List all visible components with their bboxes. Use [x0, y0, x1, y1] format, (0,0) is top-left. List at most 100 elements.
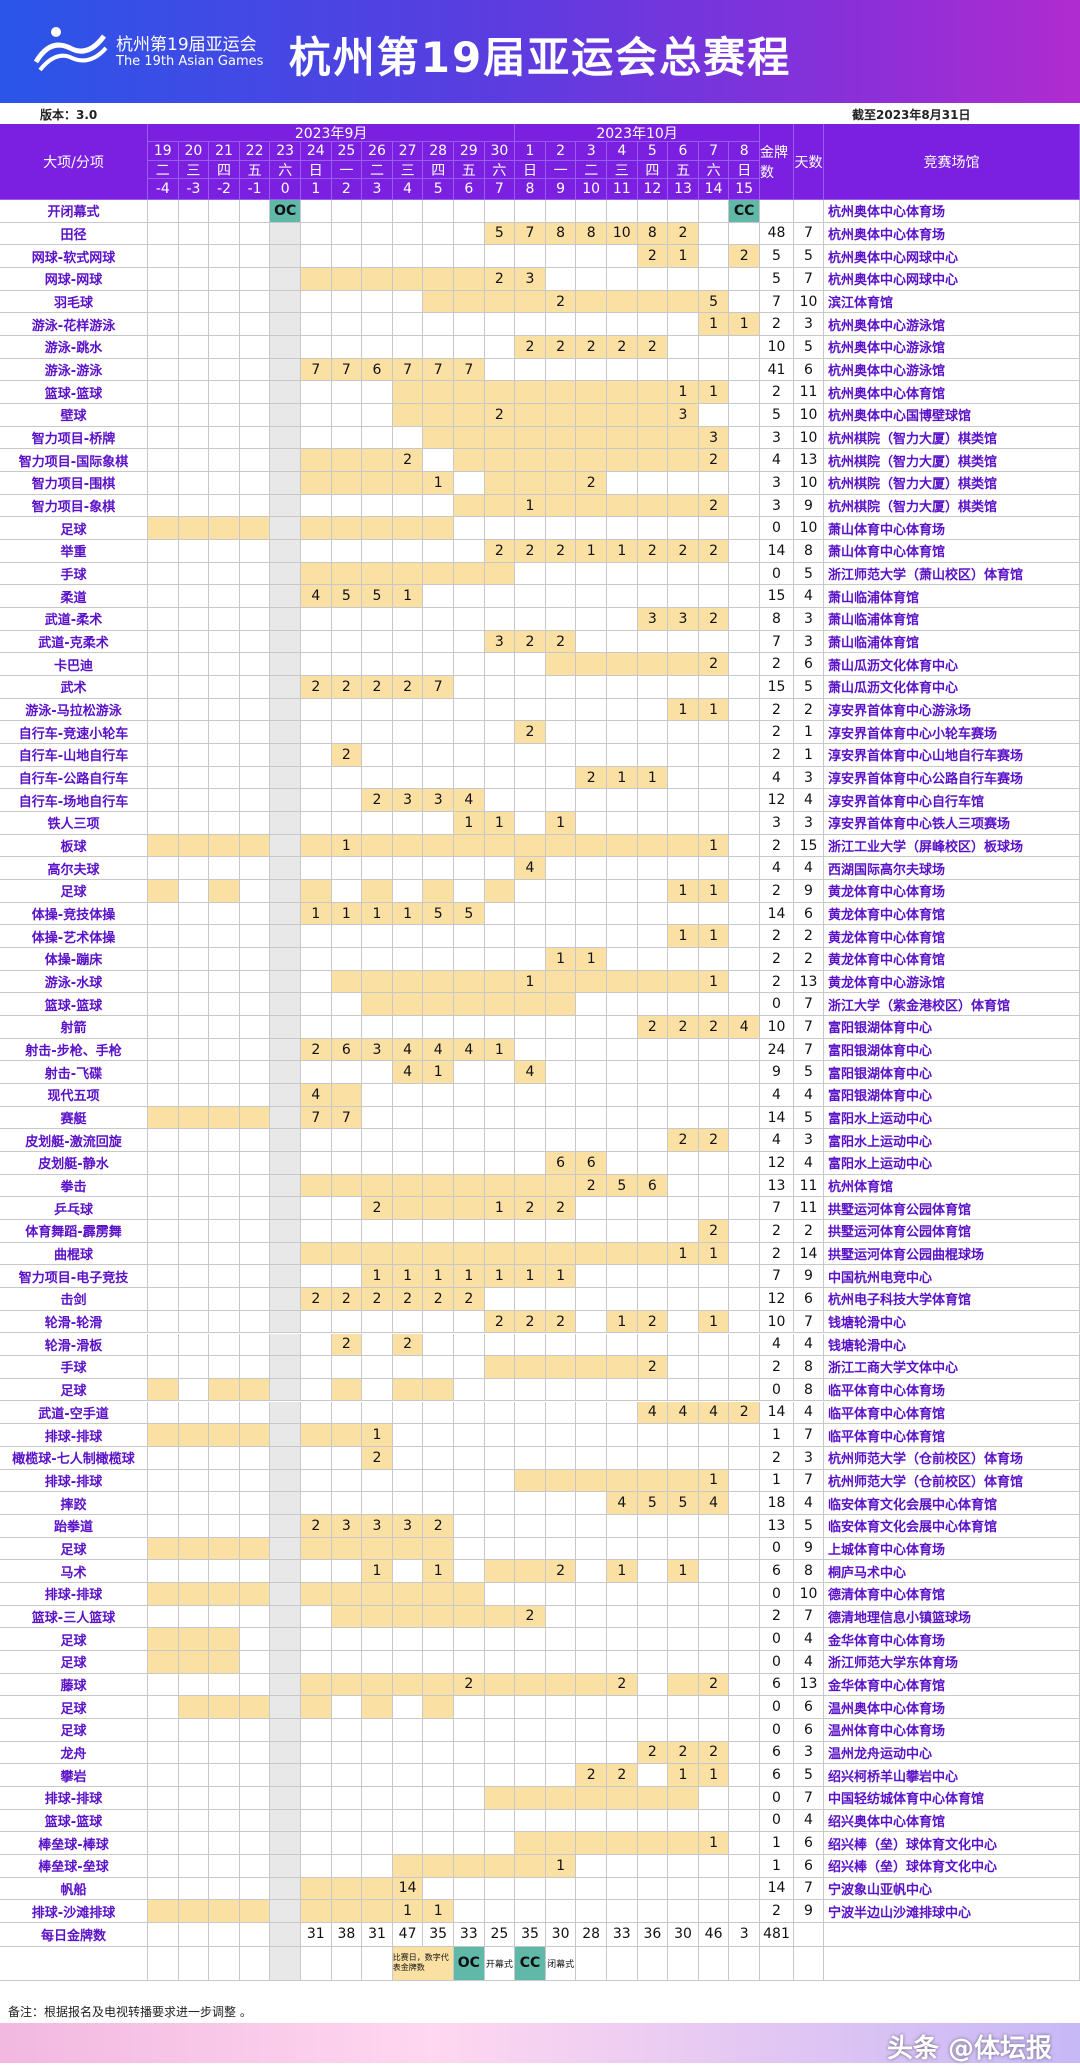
- schedule-cell: [637, 1378, 669, 1402]
- schedule-cell: [454, 381, 485, 405]
- schedule-cell: [607, 1628, 638, 1651]
- logo-chinese-text: 杭州第19届亚运会: [116, 35, 257, 55]
- schedule-cell: [668, 789, 699, 813]
- schedule-cell: [698, 1854, 730, 1878]
- schedule-cell: [637, 1265, 669, 1289]
- schedule-cell: [362, 1764, 393, 1787]
- schedule-cell: [698, 1061, 730, 1085]
- schedule-cell: [239, 1424, 271, 1447]
- schedule-cell: [148, 948, 179, 971]
- schedule-cell: [484, 494, 516, 518]
- schedule-cell: [545, 1424, 577, 1447]
- schedule-cell: [392, 562, 424, 586]
- sport-label: 手球: [0, 1356, 148, 1379]
- schedule-cell: [178, 1492, 210, 1515]
- schedule-cell: [423, 1310, 454, 1334]
- header-daynum: 8: [515, 179, 546, 200]
- schedule-cell: [362, 630, 393, 654]
- schedule-cell: [209, 585, 240, 609]
- medal-total: 4: [760, 449, 794, 473]
- medal-count-cell: 1: [698, 1764, 730, 1787]
- schedule-cell: [148, 653, 179, 677]
- medal-count-cell: 7: [331, 358, 363, 382]
- schedule-cell: [209, 1401, 240, 1425]
- schedule-cell: [392, 653, 424, 677]
- schedule-cell: [423, 200, 454, 223]
- medal-total: 2: [760, 1242, 794, 1266]
- schedule-cell: [209, 1786, 240, 1810]
- schedule-cell: [576, 857, 607, 881]
- schedule-cell: [178, 1560, 210, 1583]
- schedule-cell: [209, 449, 240, 473]
- schedule-cell: [301, 1333, 332, 1357]
- schedule-cell: [239, 200, 271, 223]
- daily-total-cell: [148, 1922, 179, 1947]
- schedule-cell: [392, 993, 424, 1017]
- schedule-cell: [668, 562, 699, 586]
- medal-count-cell: 4: [301, 585, 332, 609]
- empty-cell: [794, 1922, 824, 1947]
- days-total: 3: [794, 812, 824, 835]
- schedule-cell: [239, 834, 271, 858]
- medal-count-cell: 1: [454, 1265, 485, 1289]
- schedule-cell: [545, 1832, 577, 1855]
- schedule-cell: [209, 426, 240, 450]
- header-date: 2: [545, 142, 577, 161]
- schedule-cell: [301, 1900, 332, 1923]
- schedule-cell: [331, 721, 363, 745]
- schedule-cell: [148, 1741, 179, 1765]
- days-total: 10: [794, 472, 824, 495]
- schedule-cell: [362, 336, 393, 359]
- schedule-cell: [392, 1197, 424, 1221]
- schedule-cell: [423, 1877, 454, 1901]
- schedule-cell: [729, 1106, 760, 1130]
- schedule-cell: [545, 1877, 577, 1901]
- schedule-cell: [392, 426, 424, 450]
- schedule-cell: [454, 766, 485, 790]
- schedule-cell: [454, 336, 485, 359]
- schedule-cell: [668, 1469, 699, 1493]
- schedule-cell: [576, 1242, 607, 1266]
- medal-count-cell: 2: [698, 1741, 730, 1765]
- schedule-cell: [178, 268, 210, 291]
- schedule-cell: [209, 1832, 240, 1855]
- schedule-cell: [698, 1900, 730, 1923]
- sport-label: 开闭幕式: [0, 200, 148, 223]
- medal-count-cell: 8: [576, 222, 607, 246]
- schedule-cell: [637, 1854, 669, 1878]
- schedule-cell: [362, 562, 393, 586]
- schedule-cell: [239, 540, 271, 563]
- schedule-cell: [362, 381, 393, 405]
- medal-count-cell: 2: [454, 1673, 485, 1697]
- medal-total: 6: [760, 1764, 794, 1787]
- schedule-cell: [331, 1560, 363, 1583]
- schedule-cell: [331, 1764, 363, 1787]
- schedule-cell: [423, 1197, 454, 1221]
- medal-count-cell: 5: [331, 585, 363, 609]
- days-total: 13: [794, 449, 824, 473]
- schedule-cell: [148, 1197, 179, 1221]
- schedule-cell: [331, 1900, 363, 1923]
- schedule-cell: [668, 653, 699, 677]
- days-total: 4: [794, 1152, 824, 1175]
- schedule-cell: [301, 766, 332, 790]
- schedule-cell: [454, 1220, 485, 1243]
- schedule-cell: [270, 268, 301, 291]
- schedule-cell: [515, 1809, 546, 1833]
- schedule-cell: [331, 1265, 363, 1289]
- schedule-cell: [729, 290, 760, 314]
- schedule-cell: [668, 1809, 699, 1833]
- schedule-cell: [209, 880, 240, 903]
- venue-name: 淳安界首体育中心山地自行车赛场: [824, 744, 1080, 767]
- sport-label: 帆船: [0, 1877, 148, 1901]
- medal-total: 4: [760, 1129, 794, 1153]
- schedule-cell: [454, 1356, 485, 1379]
- schedule-cell: [301, 789, 332, 813]
- schedule-cell: [423, 812, 454, 835]
- days-total: 4: [794, 1333, 824, 1357]
- days-total: 5: [794, 1106, 824, 1130]
- schedule-cell: [239, 676, 271, 699]
- schedule-cell: [698, 1446, 730, 1470]
- schedule-cell: [729, 1673, 760, 1697]
- days-total: 5: [794, 336, 824, 359]
